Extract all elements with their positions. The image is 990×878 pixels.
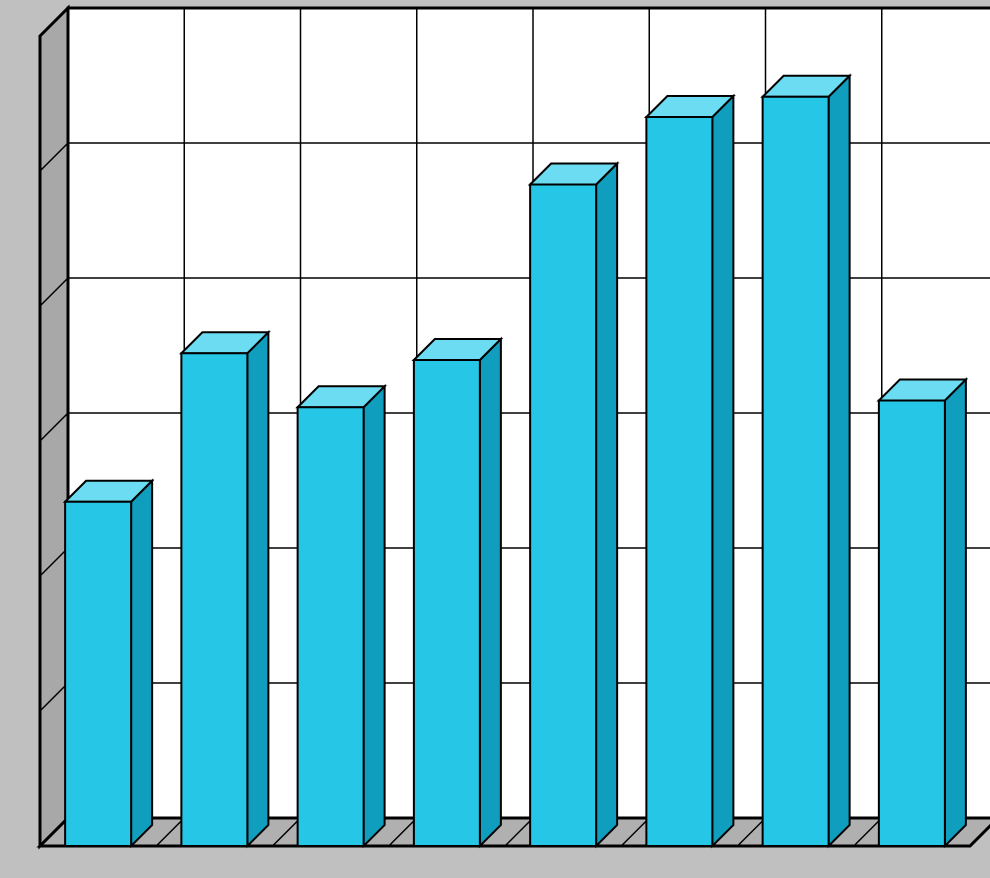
bar-front <box>530 185 596 847</box>
bar-front <box>414 360 480 846</box>
bar-side <box>596 164 617 847</box>
bar <box>65 481 152 846</box>
bar-chart-3d <box>0 0 990 878</box>
bar <box>646 96 733 846</box>
bar <box>414 339 501 846</box>
bar-side <box>247 332 268 846</box>
bar-front <box>65 502 131 846</box>
bar-side <box>131 481 152 846</box>
bar-side <box>945 380 966 847</box>
bar-side <box>829 76 850 846</box>
bar-front <box>879 401 945 847</box>
bar-side <box>712 96 733 846</box>
bar-front <box>298 407 364 846</box>
bar <box>181 332 268 846</box>
bar-front <box>181 353 247 846</box>
bar-front <box>646 117 712 846</box>
bar <box>763 76 850 846</box>
bar <box>298 386 385 846</box>
bar-side <box>364 386 385 846</box>
bar-front <box>763 97 829 846</box>
bar <box>530 164 617 847</box>
bar-side <box>480 339 501 846</box>
bar <box>879 380 966 847</box>
